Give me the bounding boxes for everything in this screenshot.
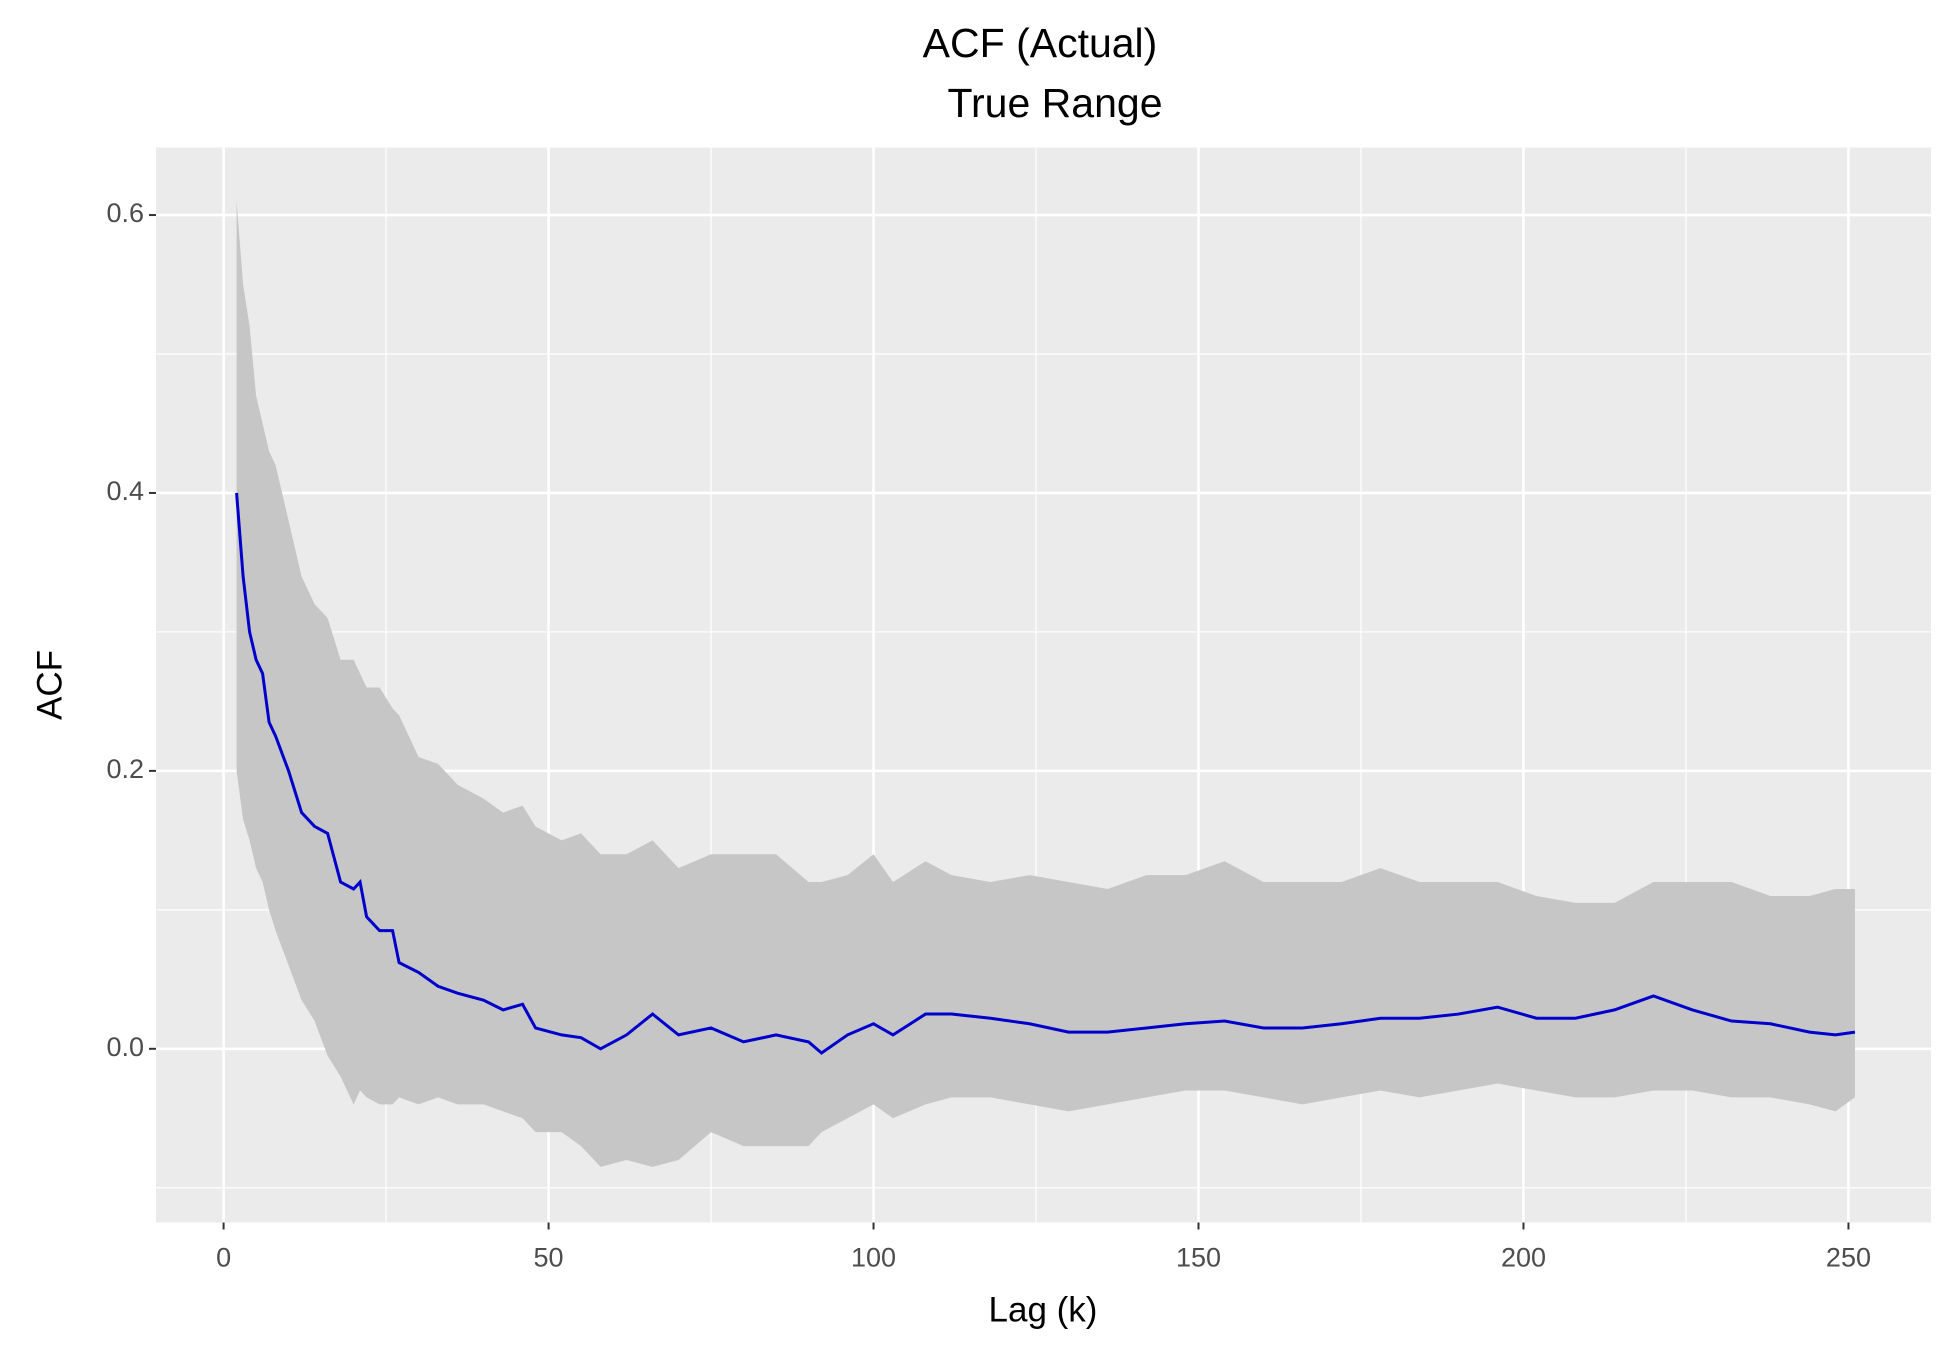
y-tick-label: 0.4	[106, 476, 144, 506]
series-line	[235, 492, 1856, 1055]
confidence-band	[236, 201, 1855, 1167]
chart-subtitle: True Range	[948, 80, 1163, 126]
x-axis-title: Lag (k)	[989, 1290, 1098, 1329]
x-tick-label: 150	[1176, 1243, 1221, 1273]
y-axis-title: ACF	[30, 650, 69, 720]
x-tick-label: 250	[1826, 1243, 1871, 1273]
y-tick-label: 0.6	[106, 198, 144, 228]
x-tick-label: 100	[851, 1243, 896, 1273]
chart-title: ACF (Actual)	[923, 20, 1158, 66]
x-tick-label: 200	[1501, 1243, 1546, 1273]
x-tick-label: 50	[534, 1243, 564, 1273]
y-tick-label: 0.0	[106, 1032, 144, 1062]
y-tick-label: 0.2	[106, 754, 144, 784]
x-tick-label: 0	[216, 1243, 231, 1273]
marks	[235, 201, 1856, 1167]
